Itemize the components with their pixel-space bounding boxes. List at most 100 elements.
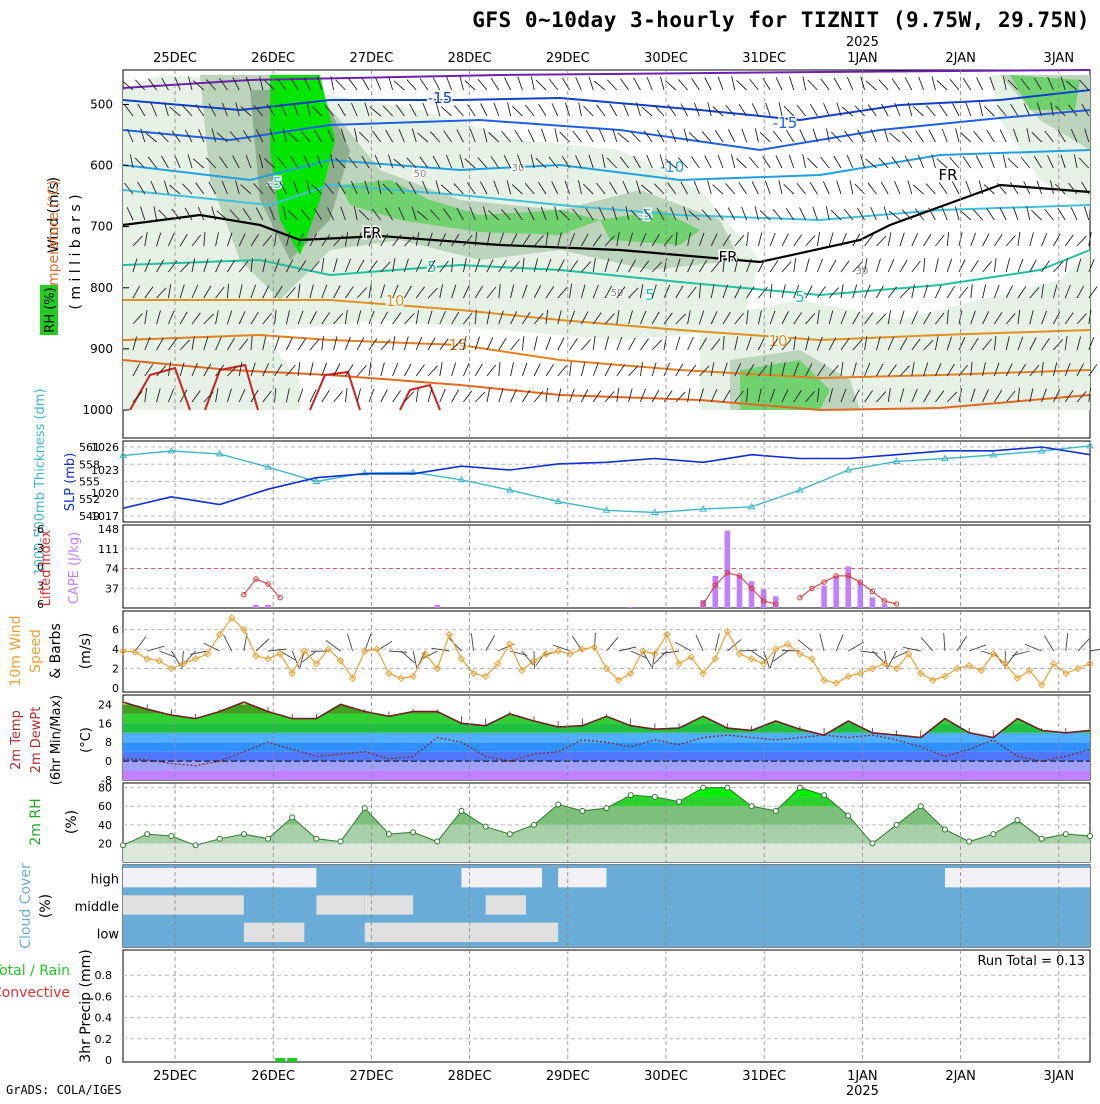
cape-ytick: 111 xyxy=(98,543,119,556)
rh2m-marker xyxy=(1039,836,1044,841)
cloud-label: Cloud Cover xyxy=(18,863,34,949)
top-date-label: 3JAN xyxy=(1044,51,1075,66)
rh2m-marker xyxy=(362,806,367,811)
rh2m-marker xyxy=(386,832,391,837)
rh2m-ytick: 20 xyxy=(98,837,112,850)
rh2m-marker xyxy=(822,793,827,798)
contour-label: FR xyxy=(938,166,957,184)
wind-ytick: 0 xyxy=(112,682,119,695)
wind-ytick: 6 xyxy=(112,624,119,637)
rh2m-marker xyxy=(967,839,972,844)
wind-ytick: 2 xyxy=(112,663,119,676)
upper-ylabel-mb: ( m i l l i b a r s ) xyxy=(68,194,84,309)
run-total-label: Run Total = 0.13 xyxy=(977,954,1085,969)
rh2m-marker xyxy=(652,794,657,799)
rh2m-marker xyxy=(628,793,633,798)
cloud-level-label: high xyxy=(91,873,119,888)
temp-label-b: 2m DewPt xyxy=(29,707,44,774)
cloud-clear-segment xyxy=(486,895,526,914)
top-year-label: 2025 xyxy=(846,35,879,50)
rh2m-unit: (%) xyxy=(64,810,80,834)
cape-bar xyxy=(434,605,440,608)
bottom-year-label: 2025 xyxy=(846,1084,879,1099)
upper-ytick: 1000 xyxy=(82,403,113,417)
rh2m-marker xyxy=(507,832,512,837)
rh2m-marker xyxy=(314,836,319,841)
temp-ytick: 8 xyxy=(105,736,112,749)
rh2m-marker xyxy=(556,802,561,807)
temp-ytick: 24 xyxy=(98,698,112,711)
upper-ytick: 700 xyxy=(90,220,113,234)
cloud-clear-segment xyxy=(461,868,542,887)
precip-ytick: 0.2 xyxy=(95,1033,113,1046)
rh2m-marker xyxy=(894,822,899,827)
bottom-date-label: 27DEC xyxy=(349,1069,393,1084)
top-date-label: 2JAN xyxy=(945,51,976,66)
contour-label: 30 xyxy=(512,163,525,174)
rh2m-marker xyxy=(846,813,851,818)
top-date-label: 31DEC xyxy=(742,51,786,66)
cloud-clear-segment xyxy=(365,923,558,942)
rh2m-marker xyxy=(266,836,271,841)
rh2m-marker xyxy=(338,839,343,844)
rh2m-marker xyxy=(797,785,802,790)
rh2m-marker xyxy=(749,804,754,809)
cloud-unit: (%) xyxy=(38,894,54,918)
upper-ytick: 900 xyxy=(90,342,113,356)
cape-bar xyxy=(628,607,634,608)
cape-bar xyxy=(833,576,839,608)
bottom-date-label: 31DEC xyxy=(742,1069,786,1084)
rh2m-marker xyxy=(604,806,609,811)
bottom-date-label: 30DEC xyxy=(644,1069,688,1084)
rh2m-ytick: 60 xyxy=(98,800,112,813)
slp-ytick: 1017 xyxy=(91,510,119,523)
rh2m-marker xyxy=(918,804,923,809)
contour-label: -5 xyxy=(268,174,283,192)
cape-bar xyxy=(737,575,743,608)
rh2m-marker xyxy=(193,843,198,848)
top-date-label: 30DEC xyxy=(644,51,688,66)
cloud-clear-segment xyxy=(316,895,364,914)
temp-band xyxy=(123,742,1090,751)
cape-ytick: 74 xyxy=(105,563,119,576)
temp-band xyxy=(123,761,1090,770)
rh2m-marker xyxy=(483,824,488,829)
credit-text: GrADS: COLA/IGES xyxy=(6,1083,122,1097)
rh2m-marker xyxy=(290,815,295,820)
temp-unit: (°C) xyxy=(79,727,94,753)
cape-bar xyxy=(870,597,876,608)
contour-label: -15 xyxy=(773,114,798,132)
temp-band xyxy=(123,723,1090,732)
rh2m-marker xyxy=(411,830,416,835)
wind10m-barb xyxy=(782,650,800,651)
bottom-date-label: 25DEC xyxy=(153,1069,197,1084)
rh2m-marker xyxy=(991,832,996,837)
precip-ytick: 0 xyxy=(105,1054,112,1067)
cape-bar xyxy=(253,605,259,608)
precip-label-c: 3hr Precip (mm) xyxy=(78,949,94,1062)
cape-bar xyxy=(882,604,888,608)
precip-bar xyxy=(287,1058,297,1062)
contour-label: -15 xyxy=(428,89,453,107)
rh2m-marker xyxy=(241,832,246,837)
cloud-clear-segment xyxy=(945,868,1090,887)
slp-ytick: 1023 xyxy=(91,464,119,477)
precip-bar xyxy=(275,1058,285,1062)
cloud-clear-segment xyxy=(365,895,413,914)
cape-bar xyxy=(821,586,827,608)
top-date-label: 1JAN xyxy=(847,51,878,66)
rh2m-marker xyxy=(1015,818,1020,823)
wind10m-barb xyxy=(1090,648,1100,651)
precip-ytick: 0.6 xyxy=(95,990,113,1003)
temp-ytick: 0 xyxy=(105,755,112,768)
rh2m-marker xyxy=(531,822,536,827)
wind-unit: (m/s) xyxy=(78,633,94,670)
upper-ylabel-temp: Temperature (°C) xyxy=(46,180,62,302)
top-date-label: 25DEC xyxy=(153,51,197,66)
rh2m-label: 2m RH xyxy=(28,798,44,845)
cloud-level-label: middle xyxy=(75,900,119,915)
wind-label-c: & Barbs xyxy=(48,623,64,679)
wind-label-a: 10m Wind xyxy=(8,615,24,686)
